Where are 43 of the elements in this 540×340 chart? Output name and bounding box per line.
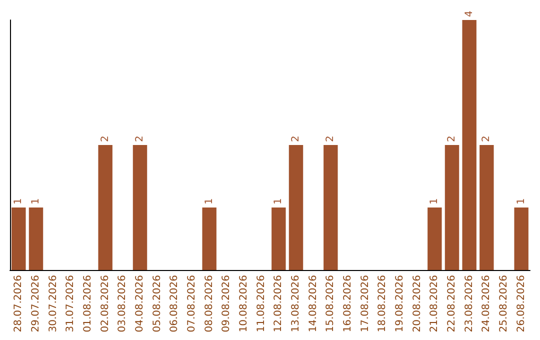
- x-tick-label: 22.08.2026: [446, 275, 458, 332]
- x-tick-label: 30.07.2026: [48, 275, 59, 332]
- x-tick-label: 29.07.2026: [30, 275, 42, 332]
- x-tick-label: 24.08.2026: [481, 275, 492, 332]
- x-tick-label: 06.08.2026: [169, 275, 180, 332]
- x-tick-label: 14.08.2026: [308, 275, 319, 332]
- data-label: 2: [100, 136, 111, 142]
- data-label: 1: [273, 198, 284, 204]
- data-label: 1: [13, 198, 24, 204]
- x-tick-label: 04.08.2026: [134, 275, 146, 332]
- x-tick-label: 16.08.2026: [342, 275, 354, 332]
- data-label: 2: [446, 136, 458, 142]
- x-tick-label: 12.08.2026: [273, 275, 284, 332]
- data-label: 1: [204, 198, 215, 204]
- x-tick-label: 10.08.2026: [238, 275, 250, 332]
- data-label: 4: [464, 10, 475, 17]
- data-label: 2: [290, 136, 302, 142]
- data-label: 1: [30, 198, 42, 204]
- data-label: 2: [134, 136, 146, 142]
- x-tick-label: 02.08.2026: [100, 275, 111, 332]
- x-tick-label: 08.08.2026: [204, 275, 215, 332]
- x-tick-label: 20.08.2026: [412, 275, 423, 332]
- x-tick-label: 09.08.2026: [221, 275, 232, 332]
- x-tick-label: 07.08.2026: [186, 275, 198, 332]
- data-label: 1: [516, 198, 527, 204]
- x-tick-label: 11.08.2026: [256, 275, 267, 332]
- x-tick-label: 05.08.2026: [152, 275, 163, 332]
- x-tick-label: 25.08.2026: [498, 275, 510, 332]
- x-tick-label: 03.08.2026: [117, 275, 128, 332]
- x-tick-label: 28.07.2026: [13, 275, 24, 332]
- data-label: 2: [325, 136, 336, 142]
- x-tick-label: 18.08.2026: [377, 275, 388, 332]
- data-label: 1: [429, 198, 440, 204]
- x-tick-label: 15.08.2026: [325, 275, 336, 332]
- x-tick-label: 31.07.2026: [65, 275, 76, 332]
- x-tick-label: 01.08.2026: [82, 275, 94, 332]
- x-tick-label: 26.08.2026: [516, 275, 527, 332]
- x-tick-label: 19.08.2026: [394, 275, 406, 332]
- data-label: 2: [481, 136, 492, 142]
- x-tick-label: 13.08.2026: [290, 275, 302, 332]
- x-tick-label: 23.08.2026: [464, 275, 475, 332]
- x-tick-label: 17.08.2026: [360, 275, 371, 332]
- x-tick-label: 21.08.2026: [429, 275, 440, 332]
